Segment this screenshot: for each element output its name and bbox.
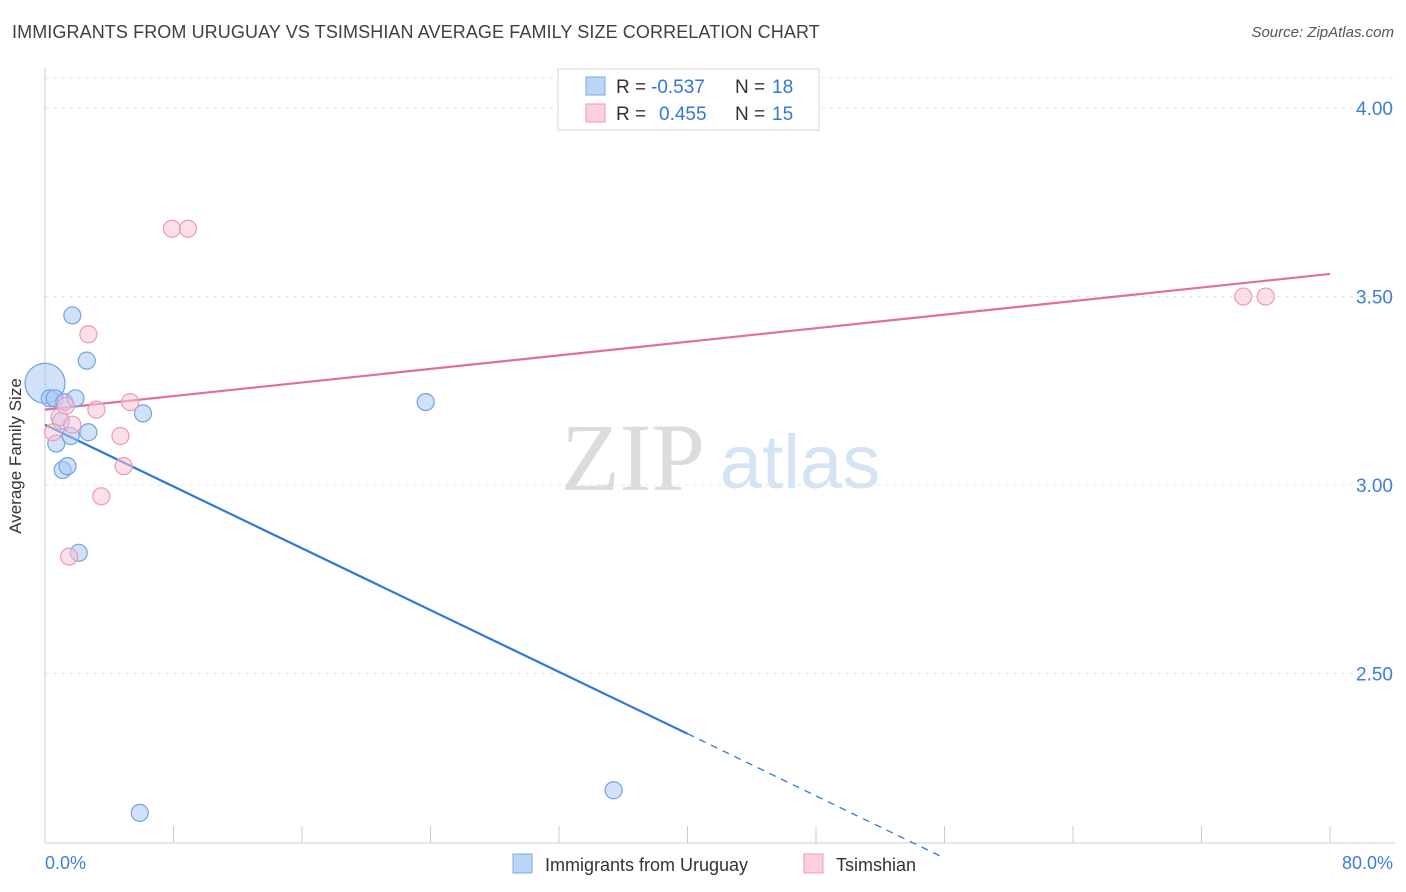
legend-swatch-tsimshian (803, 853, 824, 874)
point-tsimshian (59, 547, 79, 566)
chart-title: IMMIGRANTS FROM URUGUAY VS TSIMSHIAN AVE… (12, 22, 820, 42)
stats-legend: R = -0.537 N = 18 R = 0.455 N = 15 (557, 68, 820, 131)
stats-r-label: R = (616, 104, 646, 125)
legend-swatch-uruguay (512, 853, 533, 874)
x-tick-label: 0.0% (45, 853, 86, 873)
point-tsimshian (162, 219, 181, 238)
point-uruguay (79, 423, 98, 442)
stats-swatch-tsimshian (585, 103, 606, 123)
trend-line (44, 423, 688, 735)
point-uruguay (130, 803, 149, 822)
stats-n-label: N = (735, 104, 765, 125)
point-tsimshian (121, 392, 140, 412)
point-tsimshian (63, 415, 82, 434)
trend-line-extension (687, 733, 945, 859)
gridlines (45, 77, 1395, 674)
stats-r-value: -0.537 (651, 77, 705, 98)
stats-swatch-uruguay (585, 76, 606, 96)
point-tsimshian (87, 400, 106, 419)
stats-n-value: 18 (772, 77, 793, 98)
x-tick-labels: 0.0% 80.0% (45, 853, 1393, 873)
watermark: ZIP atlas (561, 404, 880, 511)
legend-label-uruguay: Immigrants from Uruguay (545, 855, 748, 875)
data-points (24, 219, 1275, 822)
y-tick-label: 4.00 (1356, 99, 1393, 120)
point-tsimshian (1234, 287, 1253, 306)
stats-r-value: 0.455 (659, 104, 707, 125)
series-legend: Immigrants from Uruguay Tsimshian (512, 853, 916, 875)
axes (44, 68, 1395, 844)
y-tick-labels: 2.50 3.00 3.50 4.00 (1356, 99, 1393, 685)
watermark-atlas: atlas (720, 420, 881, 505)
stats-n-value: 15 (772, 104, 793, 125)
trend-line (44, 272, 1331, 411)
point-uruguay (58, 457, 77, 476)
point-tsimshian (1256, 287, 1275, 306)
point-uruguay (604, 781, 623, 800)
point-tsimshian (114, 457, 133, 476)
x-tick-label: 80.0% (1342, 853, 1393, 873)
y-tick-label: 3.50 (1356, 288, 1393, 309)
point-uruguay (63, 306, 82, 325)
point-uruguay (77, 351, 96, 370)
stats-r-label: R = (616, 77, 646, 98)
point-uruguay (416, 392, 435, 412)
legend-label-tsimshian: Tsimshian (836, 855, 916, 875)
trend-lines (44, 272, 1331, 859)
point-tsimshian (178, 219, 198, 238)
point-tsimshian (56, 396, 75, 415)
point-uruguay (133, 404, 153, 423)
stats-n-label: N = (735, 77, 765, 98)
point-tsimshian (92, 487, 111, 506)
point-tsimshian (79, 325, 98, 344)
point-tsimshian (111, 426, 130, 446)
point-tsimshian (43, 423, 63, 442)
watermark-zip: ZIP (561, 404, 705, 511)
y-tick-label: 2.50 (1356, 664, 1393, 685)
y-tick-label: 3.00 (1356, 476, 1393, 497)
source-label: Source: ZipAtlas.com (1251, 24, 1394, 41)
